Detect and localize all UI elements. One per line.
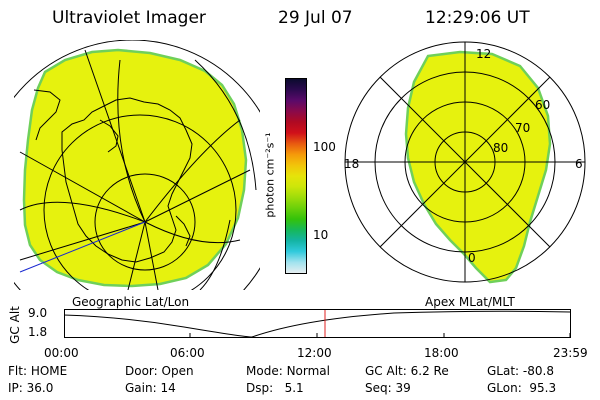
timeline-xtick-2359: 23:59 [553, 346, 588, 360]
status-door: Door: Open [125, 364, 194, 378]
altitude-timeline [64, 309, 571, 338]
status-glon: GLon: 95.3 [487, 381, 557, 395]
aurora-oval-geographic [22, 48, 248, 288]
mlat-label-80: 80 [493, 141, 508, 155]
mlat-label-70: 70 [515, 121, 530, 135]
timeline-xtick-1800: 18:00 [424, 346, 459, 360]
timeline-xtick-1200: 12:00 [297, 346, 332, 360]
timeline-xtick-0600: 06:00 [170, 346, 205, 360]
instrument-title: Ultraviolet Imager [52, 8, 206, 28]
status-gc-alt: GC Alt: 6.2 Re [365, 364, 449, 378]
status-glat: GLat: -80.8 [487, 364, 554, 378]
aurora-oval-magnetic [404, 50, 552, 284]
colorbar-tick-10: 10 [313, 228, 329, 242]
status-mode: Mode: Normal [246, 364, 330, 378]
timeline-axis-label: GC Alt [7, 306, 22, 344]
mlt-label-12: 12 [476, 47, 491, 61]
status-dsp: Dsp: 5.1 [246, 381, 304, 395]
geographic-aurora-image [14, 40, 260, 290]
colorbar-tick-100: 100 [313, 140, 336, 154]
timeline-ytick-1.8: 1.8 [28, 325, 48, 339]
mlat-label-60: 60 [535, 98, 550, 112]
magnetic-panel-label: Apex MLat/MLT [425, 295, 515, 309]
observation-date: 29 Jul 07 [278, 8, 353, 28]
observation-time: 12:29:06 UT [425, 8, 530, 28]
status-seq: Seq: 39 [365, 381, 411, 395]
status-flt: Flt: HOME [8, 364, 68, 378]
colorbar [285, 78, 307, 274]
mlt-label-6: 6 [575, 157, 583, 171]
timeline-xtick-0000: 00:00 [44, 346, 79, 360]
mlt-label-0: 0 [468, 251, 476, 265]
geographic-panel-label: Geographic Lat/Lon [72, 295, 190, 309]
status-ip: IP: 36.0 [8, 381, 54, 395]
magnetic-polar-plot: 12 18 6 0 60 70 80 [344, 41, 586, 284]
mlt-label-18: 18 [344, 157, 359, 171]
status-gain: Gain: 14 [125, 381, 176, 395]
timeline-ytick-9: 9.0 [28, 306, 48, 320]
colorbar-unit-label: photon cm⁻²s⁻¹ [263, 132, 277, 218]
